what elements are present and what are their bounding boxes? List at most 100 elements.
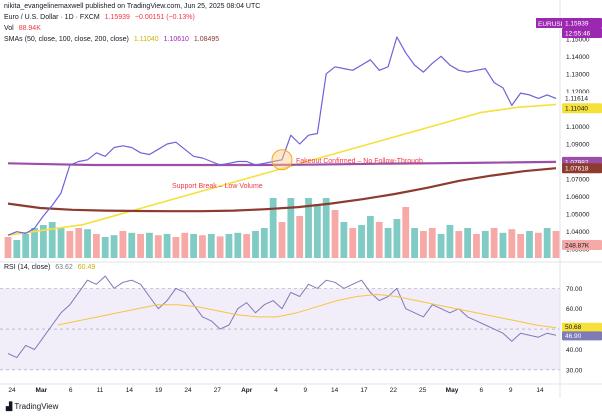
volume-bar (552, 231, 560, 258)
volume-bar (216, 236, 224, 258)
time-axis-label: 22 (390, 387, 398, 394)
price-axis-label: 1.06000 (566, 194, 590, 201)
sma100-line (7, 160, 557, 167)
volume-bar (234, 232, 242, 258)
countdown-badge-bg (562, 28, 602, 38)
prev-close-badge: 1.11614 (562, 93, 602, 104)
sma200-line (7, 167, 557, 213)
volume-bar (305, 198, 312, 258)
sma200-value: 1.08495 (193, 36, 220, 43)
volume-bar (375, 222, 383, 258)
sma50-badge-bg (562, 103, 602, 114)
volume-bar (146, 232, 153, 258)
volume-legend[interactable]: Vol 88.94K (4, 25, 44, 32)
publisher-text: nikita_evangelinemaxwell published on Tr… (4, 3, 261, 10)
time-axis-label: 17 (360, 387, 368, 394)
price-axis-label: 1.07000 (566, 177, 590, 184)
volume-bar (101, 237, 109, 258)
volume-bar (181, 232, 189, 258)
time-axis-label: 11 (97, 387, 104, 394)
volume-bar (154, 235, 162, 258)
volume-bar (481, 231, 489, 258)
time-axis-label: Mar (36, 387, 48, 394)
volume-bar (260, 228, 268, 258)
volume-bar (119, 231, 127, 258)
price-axis-label: 1.15000 (566, 36, 590, 43)
rsi-label: RSI (14, close) (4, 264, 51, 271)
rsi-ma-value: 60.49 (77, 264, 96, 271)
time-axis-label: 27 (214, 387, 222, 394)
price-axis-label: 1.14000 (566, 54, 590, 61)
volume-bar (437, 234, 445, 258)
last-price-badge-text: 1.15939 (565, 21, 589, 28)
volume-bar (128, 232, 136, 258)
rsi-ma-badge-bg (562, 322, 602, 332)
sma50-value: 1.11040 (133, 36, 159, 43)
sma-legend[interactable]: SMAs (50, close, 100, close, 200, close)… (4, 36, 222, 43)
price-axis-label: 1.10000 (566, 124, 590, 131)
rsi-legend[interactable]: RSI (14, close) 63.62 60.49 (4, 264, 98, 271)
volume-bar (287, 198, 295, 258)
rsi-ma-badge: 50.68 (562, 322, 602, 332)
volume-bar (534, 232, 542, 258)
volume-bar (110, 235, 118, 258)
volume-bar (526, 231, 533, 258)
countdown-badge-text: 12:55:46 (565, 31, 591, 38)
volume-bar (4, 237, 12, 258)
volume-bar (446, 225, 454, 258)
time-axis-label: May (446, 387, 459, 394)
sma200-badge: 1.07618 (562, 163, 602, 174)
time-axis-label: 25 (419, 387, 427, 394)
volume-bar (508, 229, 516, 258)
volume-bar (39, 225, 47, 258)
volume-bar (13, 240, 21, 258)
sma200-badge-bg (562, 163, 602, 174)
symbol-badge-text: EURUSD (538, 21, 566, 28)
volume-badge: 248.87K (562, 240, 602, 250)
volume-value: 88.94K (18, 25, 41, 32)
rsi-value: 63.62 (55, 264, 73, 271)
volume-bar (225, 234, 233, 258)
rsi-badge: 46.90 (562, 331, 602, 341)
symbol-title: Euro / U.S. Dollar · 1D · FXCM (4, 14, 100, 21)
fakeout-marker (271, 149, 293, 171)
sma100-badge-text: 1.07982 (565, 159, 589, 166)
volume-bar (243, 234, 251, 258)
sma50-badge: 1.11040 (562, 103, 602, 114)
volume-bar (190, 234, 198, 258)
tradingview-footer[interactable]: ▟ TradingView (6, 402, 58, 411)
volume-bar (278, 222, 286, 258)
volume-bar (349, 228, 357, 258)
breakdown-annotation: Support Break – Low Volume (172, 183, 263, 190)
time-axis-label: 6 (69, 387, 73, 394)
volume-bar (163, 234, 171, 258)
volume-bar (57, 228, 65, 258)
volume-bar (172, 237, 180, 258)
volume-bar (48, 222, 56, 258)
sma-label: SMAs (50, close, 100, close, 200, close) (4, 36, 129, 43)
sma200-badge-text: 1.07618 (565, 166, 589, 173)
sma100-value: 1.10610 (163, 36, 189, 43)
volume-bar (22, 234, 30, 258)
volume-badge-bg (562, 240, 602, 250)
time-axis-label: 24 (184, 387, 192, 394)
rsi-line (7, 275, 557, 359)
price-axis-label: 1.13000 (566, 71, 590, 78)
prev-close-badge-text: 1.11614 (565, 96, 588, 103)
volume-bar (296, 216, 304, 258)
rsi-axis-label: 30.00 (566, 367, 583, 374)
volume-label: Vol (4, 25, 14, 32)
volume-bar (75, 228, 83, 258)
last-price-badge: 1.15939 (562, 18, 602, 28)
prev-close-badge-bg (562, 93, 602, 104)
volume-bar (366, 216, 374, 258)
volume-bar (313, 204, 321, 258)
volume-bar (402, 207, 410, 258)
rsi-band (0, 288, 560, 370)
time-axis-label: 4 (274, 387, 278, 394)
volume-bar (92, 234, 100, 258)
symbol-legend[interactable]: Euro / U.S. Dollar · 1D · FXCM 1.15939 −… (4, 14, 198, 21)
sma50-line (7, 103, 557, 236)
volume-badge-text: 248.87K (565, 243, 590, 250)
